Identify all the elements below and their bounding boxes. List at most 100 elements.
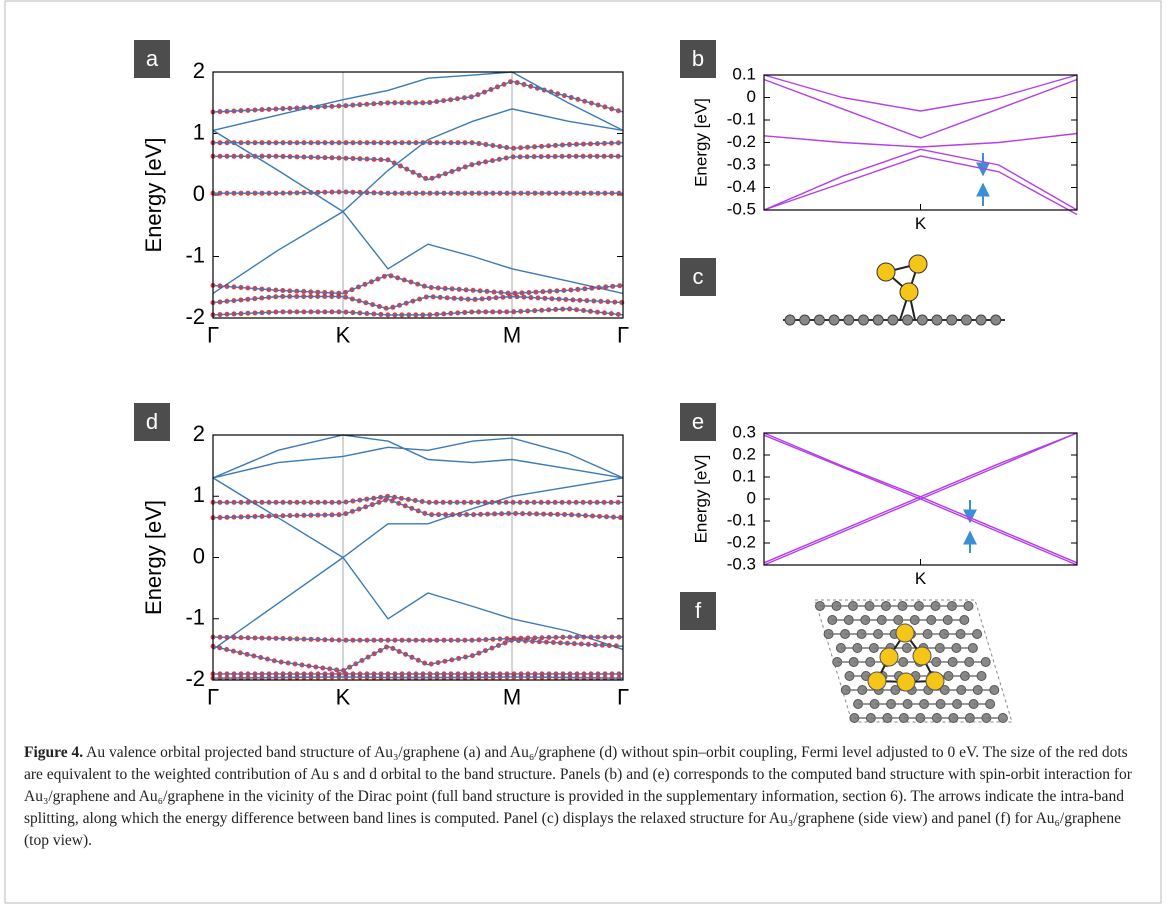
- y-tick-label: -0.1: [727, 109, 756, 128]
- y-tick-label: 2: [193, 58, 205, 83]
- carbon-atom: [887, 314, 899, 326]
- carbon-atom: [989, 685, 1000, 695]
- panel-label: a: [146, 46, 159, 71]
- plot-frame: [763, 74, 1078, 211]
- y-tick-label: -0.2: [727, 132, 756, 151]
- y-tick-label: 0.1: [732, 64, 756, 83]
- band-line: [212, 295, 624, 310]
- x-tick-label: Γ: [207, 685, 219, 710]
- y-tick-label: -0.2: [727, 532, 756, 551]
- band-line: [763, 148, 1078, 211]
- y-tick-label: -0.1: [727, 510, 756, 529]
- figure-border: [4, 0, 1162, 904]
- carbon-atom: [990, 314, 1002, 326]
- y-tick-label: -1: [185, 242, 205, 267]
- carbon-atom: [975, 314, 987, 326]
- band-line: [213, 142, 624, 150]
- band-line: [212, 434, 624, 479]
- panel-label: e: [692, 409, 704, 434]
- band-line: [212, 108, 624, 213]
- panel-label-box: [680, 403, 716, 441]
- carbon-atom: [828, 314, 840, 326]
- band-line: [212, 308, 624, 316]
- carbon-atom: [980, 657, 991, 667]
- y-axis-label: Energy [eV]: [141, 500, 166, 615]
- au-weight-dots: [210, 637, 626, 674]
- caption-label: Figure 4.: [24, 744, 84, 761]
- band-line: [212, 556, 624, 651]
- band-line: [763, 132, 1078, 148]
- band-line: [212, 477, 624, 559]
- y-tick-label: -0.3: [727, 154, 756, 173]
- carbon-atom: [960, 314, 972, 326]
- x-tick-label: K: [915, 569, 927, 588]
- x-tick-label: K: [915, 214, 927, 233]
- band-line: [763, 155, 1078, 216]
- band-line: [763, 432, 1078, 564]
- panel-label-box: [134, 40, 170, 78]
- band-line: [212, 636, 623, 641]
- band-line: [213, 155, 623, 181]
- splitting-arrows: [963, 153, 990, 553]
- x-tick-label: M: [503, 323, 521, 348]
- y-tick-label: 1: [193, 119, 205, 144]
- carbon-atom: [959, 615, 970, 625]
- carbon-atom: [967, 643, 978, 653]
- y-tick-label: 0: [747, 488, 756, 507]
- y-tick-label: -2: [185, 304, 205, 329]
- carbon-atom: [972, 629, 983, 639]
- carbon-atom: [916, 314, 928, 326]
- plot-frame: [763, 432, 1078, 566]
- au-weight-dots: [210, 78, 626, 115]
- x-tick-label: K: [336, 323, 351, 348]
- y-tick-label: -2: [185, 666, 205, 691]
- band-line: [212, 274, 624, 295]
- caption-text: Au valence orbital projected band struct…: [24, 744, 1132, 849]
- panel-label: f: [695, 598, 702, 623]
- y-tick-label: -0.5: [727, 199, 756, 218]
- band-line: [212, 676, 624, 679]
- band-line: [212, 639, 624, 672]
- panel-label: d: [146, 409, 158, 434]
- y-axis-label: Energy [eV]: [141, 138, 166, 253]
- y-tick-label: 2: [193, 421, 205, 446]
- plot-frame: [212, 71, 624, 319]
- x-tick-label: M: [503, 685, 521, 710]
- band-line: [212, 71, 624, 132]
- panel-label-box: [134, 403, 170, 441]
- y-tick-label: 0: [193, 543, 205, 568]
- y-tick-label: -0.4: [727, 177, 756, 196]
- y-axis-label: Energy [eV]: [691, 98, 710, 187]
- y-tick-label: 0.1: [732, 466, 756, 485]
- x-tick-label: K: [336, 685, 351, 710]
- band-line: [212, 80, 624, 113]
- x-tick-label: Γ: [617, 323, 629, 348]
- caption: Figure 4. Au valence orbital projected b…: [24, 742, 1144, 852]
- carbon-atom: [799, 314, 811, 326]
- band-line: [212, 437, 624, 479]
- plot-frame: [212, 434, 624, 681]
- carbon-atom: [985, 699, 996, 709]
- y-axis-label: Energy [eV]: [691, 455, 710, 544]
- band-line: [763, 432, 1078, 566]
- carbon-atom: [858, 314, 869, 326]
- structure-top-view: [814, 599, 1013, 723]
- x-tick-label: Γ: [617, 685, 629, 710]
- y-tick-label: -0.3: [727, 554, 756, 573]
- x-tick-label: Γ: [207, 323, 219, 348]
- carbon-atom: [963, 601, 974, 611]
- band-line: [213, 495, 623, 504]
- band-line: [763, 74, 1078, 112]
- band-line: [212, 498, 624, 519]
- panel-label: b: [692, 46, 704, 71]
- carbon-atom: [813, 314, 825, 326]
- band-line: [212, 210, 624, 295]
- y-tick-label: 0: [193, 181, 205, 206]
- carbon-atom: [976, 671, 987, 681]
- carbon-atom: [843, 314, 855, 326]
- band-line: [213, 191, 623, 194]
- carbon-atom: [872, 314, 884, 326]
- y-tick-label: -1: [185, 605, 205, 630]
